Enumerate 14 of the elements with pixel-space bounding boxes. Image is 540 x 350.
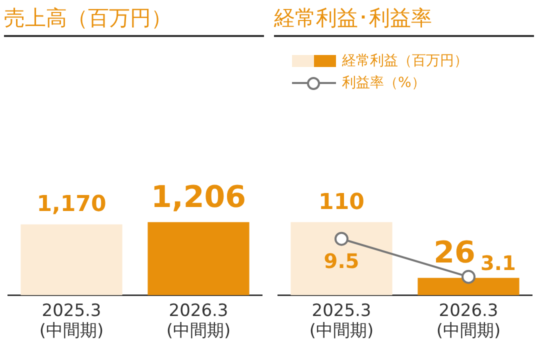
x-tick-label: 2026.3 (中間期): [166, 300, 231, 342]
data-label: 110: [318, 190, 364, 215]
legend-label: 利益率（%）: [342, 74, 426, 92]
data-label: 26: [434, 236, 476, 271]
chart-title: 経常利益･利益率: [274, 4, 534, 37]
x-tick-label: 2026.3 (中間期): [436, 300, 501, 342]
x-tick-label: 2025.3 (中間期): [309, 300, 374, 342]
data-label: 9.5: [324, 249, 360, 274]
data-label: 1,206: [151, 180, 246, 215]
legend-label: 経常利益（百万円）: [342, 52, 468, 70]
data-label: 1,170: [36, 192, 106, 218]
chart-title: 売上高（百万円）: [4, 4, 264, 37]
data-label: 3.1: [480, 251, 516, 276]
x-tick-label: 2025.3 (中間期): [39, 300, 104, 342]
